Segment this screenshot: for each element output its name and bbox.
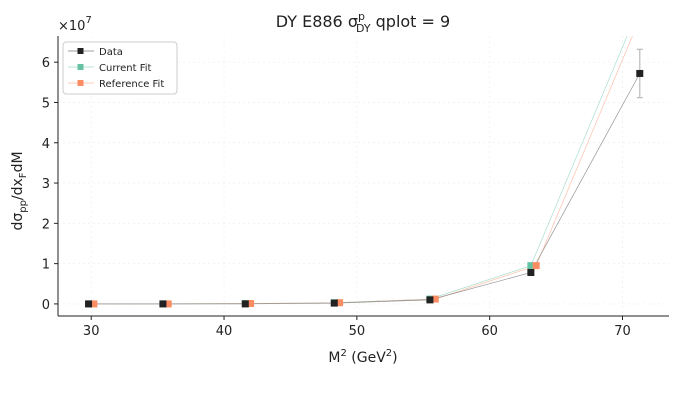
x-tick-label: 40: [216, 324, 233, 339]
x-ticks: 30 40 50 60 70: [83, 316, 631, 339]
x-tick-label: 70: [614, 324, 631, 339]
point-0: [85, 300, 93, 308]
point-2: [247, 300, 255, 308]
y-tick-label: 3: [42, 177, 50, 192]
y-tick-label: 5: [42, 96, 50, 111]
point-0: [636, 69, 644, 77]
y-axis-label: dσpp/dxFdM: [10, 151, 29, 230]
legend-marker: [77, 80, 84, 86]
point-2: [164, 300, 172, 308]
x-axis-label: M2 (GeV2): [328, 348, 397, 366]
y-tick-label: 1: [42, 258, 50, 273]
point-2: [90, 300, 98, 308]
point-0: [241, 300, 249, 308]
chart-title: DY E886 σp DY qplot = 9: [276, 10, 450, 35]
point-2: [431, 295, 439, 303]
point-0: [527, 268, 535, 276]
point-1: [527, 262, 535, 270]
x-tick-label: 30: [83, 324, 100, 339]
y-tick-label: 0: [42, 298, 50, 313]
y-tick-label: 4: [42, 137, 50, 152]
point-2: [532, 262, 540, 270]
legend-label: Current Fit: [99, 63, 152, 74]
point-0: [159, 300, 167, 308]
point-0: [330, 299, 338, 307]
y-tick-label: 2: [42, 217, 50, 232]
y-multiplier: ×107: [58, 15, 92, 34]
point-2: [336, 299, 344, 307]
legend-frame: [62, 41, 178, 95]
x-tick-label: 60: [481, 324, 498, 339]
y-tick-label: 6: [42, 56, 50, 71]
x-tick-label: 50: [349, 324, 366, 339]
legend-marker: [77, 48, 84, 54]
legend-label: Data: [99, 47, 123, 58]
legend: Data Current Fit Reference Fit: [62, 41, 178, 95]
point-0: [426, 296, 434, 304]
axes: [57, 36, 669, 317]
series-markers: [85, 69, 644, 308]
legend-marker: [77, 64, 84, 70]
y-ticks: 0 1 2 3 4 5 6: [42, 56, 58, 313]
legend-label: Reference Fit: [99, 79, 164, 90]
